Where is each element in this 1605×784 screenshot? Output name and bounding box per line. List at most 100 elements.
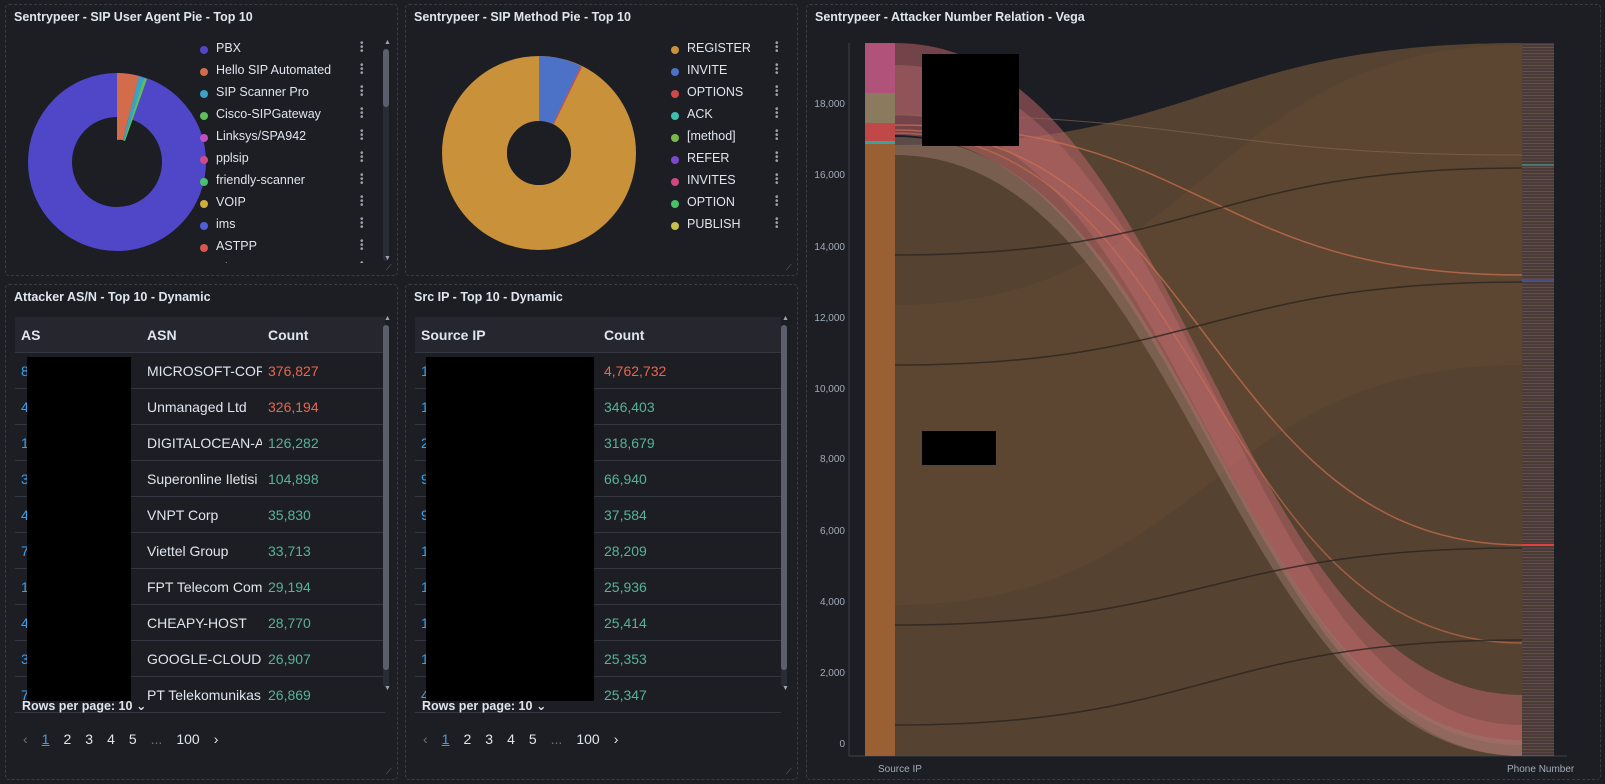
legend-swatch bbox=[671, 178, 679, 186]
chevron-left-icon[interactable]: ‹ bbox=[423, 731, 428, 747]
flow-band-pink[interactable] bbox=[895, 43, 1522, 756]
legend-item[interactable]: Cisco-UCM-12.01 ••• bbox=[200, 259, 370, 264]
legend-item[interactable]: Cisco-SIPGateway • • • bbox=[200, 104, 370, 129]
sankey-chart[interactable] bbox=[807, 5, 1601, 780]
resize-handle[interactable]: ⟋ bbox=[386, 263, 392, 272]
page-link[interactable]: 1 bbox=[441, 731, 450, 747]
kebab-icon[interactable]: ••• bbox=[360, 41, 364, 57]
page-link[interactable]: 1 bbox=[41, 731, 50, 747]
legend-item[interactable]: INVITE • • • bbox=[671, 60, 791, 85]
kebab-icon[interactable]: ••• bbox=[360, 170, 364, 189]
legend-scrollbar[interactable] bbox=[383, 49, 389, 261]
legend-label: ASTPP bbox=[216, 239, 257, 253]
legend-swatch bbox=[200, 112, 208, 120]
pie-slice-options[interactable] bbox=[552, 66, 582, 126]
legend-item[interactable]: Hello SIP Automated • • • bbox=[200, 60, 370, 85]
col-header-count[interactable]: Count bbox=[262, 317, 385, 353]
kebab-icon[interactable]: ••• bbox=[360, 82, 364, 101]
table-scrollbar[interactable] bbox=[383, 325, 389, 687]
legend-item[interactable]: OPTION • • • bbox=[671, 192, 791, 217]
kebab-icon[interactable]: ••• bbox=[360, 104, 364, 123]
page-link[interactable]: 5 bbox=[128, 731, 137, 747]
legend-label: Linksys/SPA942 bbox=[216, 129, 307, 143]
kebab-icon[interactable]: ••• bbox=[360, 236, 364, 255]
legend-swatch bbox=[200, 222, 208, 230]
resize-handle[interactable]: ⟋ bbox=[786, 767, 792, 776]
page-link[interactable]: 3 bbox=[485, 731, 494, 747]
asn-cell: VNPT Corp bbox=[141, 496, 262, 533]
kebab-icon[interactable]: ••• bbox=[360, 259, 364, 264]
kebab-icon[interactable]: ••• bbox=[360, 148, 364, 167]
node-source-2[interactable] bbox=[865, 93, 895, 123]
chevron-left-icon[interactable]: ‹ bbox=[23, 731, 28, 747]
kebab-icon[interactable]: ••• bbox=[775, 192, 779, 211]
legend-item[interactable]: OPTIONS • • • bbox=[671, 82, 791, 107]
legend-item[interactable]: REFER • • • bbox=[671, 148, 791, 173]
ua-pie-chart[interactable] bbox=[28, 73, 206, 251]
resize-handle[interactable]: ⟋ bbox=[386, 767, 392, 776]
legend-item[interactable]: ims • • • bbox=[200, 214, 370, 239]
kebab-icon[interactable]: ••• bbox=[775, 170, 779, 189]
node-source-1[interactable] bbox=[865, 43, 895, 93]
page-link[interactable]: 100 bbox=[176, 731, 200, 747]
col-header-source-ip[interactable]: Source IP bbox=[415, 317, 598, 353]
legend-item[interactable]: friendly-scanner • • • bbox=[200, 170, 370, 195]
redacted-block bbox=[426, 357, 594, 701]
legend-label: ims bbox=[216, 217, 236, 231]
page-link[interactable]: 4 bbox=[107, 731, 115, 747]
kebab-icon[interactable]: ••• bbox=[775, 60, 779, 79]
pagination: ‹ 1 2 3 4 5... 100 › bbox=[423, 731, 632, 747]
page-link[interactable]: 4 bbox=[507, 731, 515, 747]
legend-label: [method] bbox=[687, 129, 736, 143]
count-cell: 26,907 bbox=[262, 640, 385, 677]
col-header-asn[interactable]: ASN bbox=[141, 317, 262, 353]
legend-item[interactable]: [method] • • • bbox=[671, 126, 791, 151]
page-link[interactable]: 2 bbox=[63, 731, 72, 747]
page-link[interactable]: 100 bbox=[576, 731, 600, 747]
legend-item[interactable]: VOIP • • • bbox=[200, 192, 370, 217]
legend-item[interactable]: INVITES • • • bbox=[671, 170, 791, 195]
pie-slice-cisco[interactable] bbox=[124, 78, 147, 141]
legend-item[interactable]: SIP Scanner Pro • • • bbox=[200, 82, 370, 107]
legend-item[interactable]: ASTPP • • • bbox=[200, 236, 370, 261]
pie-slice-invite[interactable] bbox=[539, 56, 581, 126]
page-link[interactable]: 2 bbox=[463, 731, 472, 747]
legend-swatch bbox=[200, 46, 208, 54]
node-source-main[interactable] bbox=[865, 144, 895, 756]
kebab-icon[interactable]: ••• bbox=[360, 60, 364, 79]
kebab-icon[interactable]: ••• bbox=[360, 192, 364, 211]
node-source-3[interactable] bbox=[865, 123, 895, 141]
page-link[interactable]: 5 bbox=[528, 731, 537, 747]
table-scrollbar[interactable] bbox=[781, 325, 787, 687]
legend-item[interactable]: PUBLISH • • • bbox=[671, 214, 791, 239]
kebab-icon[interactable]: ••• bbox=[775, 82, 779, 101]
legend-item[interactable]: PBX • • • bbox=[200, 41, 370, 63]
kebab-icon[interactable]: ••• bbox=[775, 126, 779, 145]
legend-item[interactable]: pplsip • • • bbox=[200, 148, 370, 173]
page-link[interactable]: 3 bbox=[85, 731, 94, 747]
kebab-icon[interactable]: ••• bbox=[360, 214, 364, 233]
chevron-right-icon[interactable]: › bbox=[213, 731, 219, 747]
legend-item[interactable]: Linksys/SPA942 • • • bbox=[200, 126, 370, 151]
kebab-icon[interactable]: ••• bbox=[775, 214, 779, 233]
legend-swatch bbox=[671, 134, 679, 142]
rows-per-page-select[interactable]: Rows per page: 10 ⌄ bbox=[422, 699, 547, 713]
kebab-icon[interactable]: ••• bbox=[775, 38, 779, 57]
vega-panel: Sentrypeer - Attacker Number Relation - … bbox=[806, 4, 1601, 780]
resize-handle[interactable]: ⟋ bbox=[786, 263, 792, 272]
method-pie-chart[interactable] bbox=[442, 56, 636, 250]
legend-label: Hello SIP Automated bbox=[216, 63, 332, 77]
col-header-as[interactable]: AS bbox=[15, 317, 141, 353]
rows-per-page-select[interactable]: Rows per page: 10 ⌄ bbox=[22, 699, 147, 713]
pie-slice-hello-sip[interactable] bbox=[117, 73, 139, 140]
kebab-icon[interactable]: ••• bbox=[775, 148, 779, 167]
asn-cell: FPT Telecom Com bbox=[141, 568, 262, 605]
panel-title: Sentrypeer - Attacker Number Relation - … bbox=[815, 10, 1085, 24]
kebab-icon[interactable]: ••• bbox=[775, 104, 779, 123]
kebab-icon[interactable]: ••• bbox=[360, 126, 364, 145]
col-header-count[interactable]: Count bbox=[598, 317, 781, 353]
legend-item[interactable]: ACK • • • bbox=[671, 104, 791, 129]
chevron-right-icon[interactable]: › bbox=[613, 731, 619, 747]
legend-item[interactable]: REGISTER • • • bbox=[671, 38, 791, 63]
pie-slice-scanner[interactable] bbox=[123, 76, 144, 141]
